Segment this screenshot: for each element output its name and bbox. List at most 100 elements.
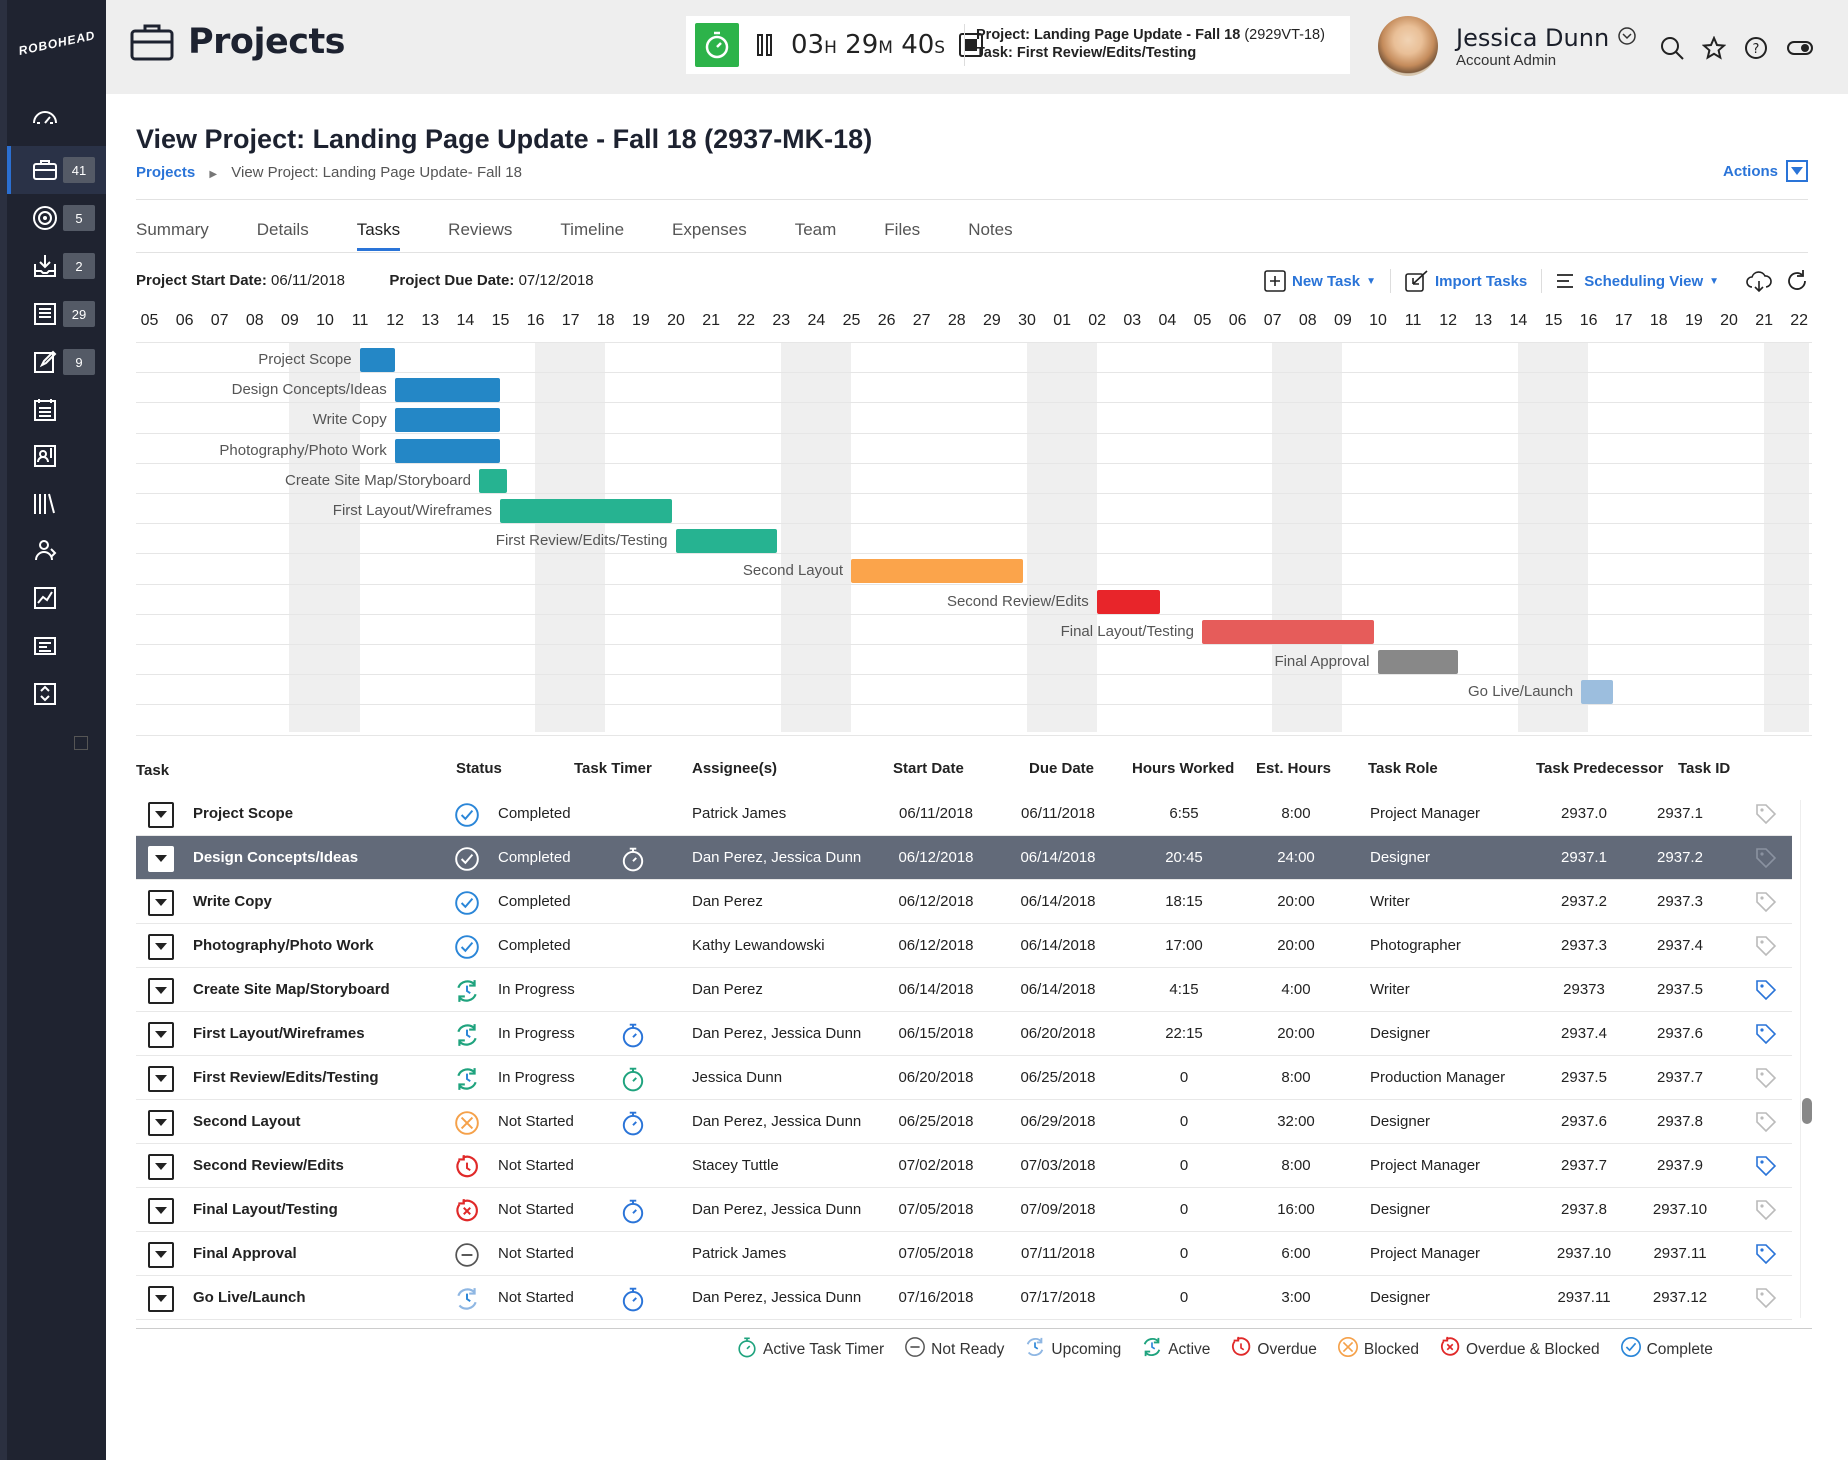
sidebar-item-people[interactable] [7,526,106,574]
row-expand-button[interactable] [148,1022,174,1048]
row-expand-button[interactable] [148,1286,174,1312]
table-row[interactable]: First Review/Edits/Testing In Progress Jes… [136,1056,1792,1100]
tag-icon[interactable] [1754,846,1778,874]
sidebar-item-list-doc[interactable]: 29 [7,290,106,338]
tag-icon[interactable] [1754,978,1778,1006]
row-expand-button[interactable] [148,1066,174,1092]
tab-notes[interactable]: Notes [968,220,1013,239]
row-expand-button[interactable] [148,1198,174,1224]
sidebar-item-contact-card[interactable] [7,432,106,480]
sidebar-item-calendar-list[interactable] [7,386,106,434]
task-timer-icon[interactable] [620,1022,646,1052]
row-expand-button[interactable] [148,846,174,872]
tag-icon[interactable] [1754,1022,1778,1050]
column-header-task[interactable]: Task [136,762,170,779]
row-expand-button[interactable] [148,802,174,828]
sidebar-item-target[interactable]: 5 [7,194,106,242]
gantt-bar[interactable] [394,378,500,403]
gantt-bar[interactable] [1096,589,1160,614]
cloud-download-icon[interactable] [1745,269,1773,293]
timer-start-button[interactable] [695,23,739,67]
gantt-bar[interactable] [1202,619,1374,644]
user-menu[interactable]: Jessica Dunn Account Admin [1378,16,1637,76]
import-tasks-button[interactable]: Import Tasks [1405,270,1527,292]
star-icon[interactable] [1702,36,1726,60]
column-header-pred[interactable]: Task Predecessor [1536,760,1664,777]
help-icon[interactable]: ? [1744,36,1768,60]
gantt-bar[interactable] [1581,680,1613,705]
row-expand-button[interactable] [148,934,174,960]
scheduling-view-dropdown[interactable]: Scheduling View ▼ [1556,272,1719,290]
refresh-icon[interactable] [1785,269,1809,293]
gantt-bar[interactable] [851,559,1023,584]
tag-icon[interactable] [1754,802,1778,830]
sidebar-item-news[interactable] [7,622,106,670]
table-row[interactable]: Go Live/Launch Not Started Dan Perez, Jess… [136,1276,1792,1320]
column-header-timer[interactable]: Task Timer [574,760,652,777]
sidebar-item-briefcase[interactable]: 41 [7,146,106,194]
row-expand-button[interactable] [148,978,174,1004]
tag-icon[interactable] [1754,934,1778,962]
tab-summary[interactable]: Summary [136,220,209,239]
table-row[interactable]: Second Layout Not Started Dan Perez, Jessi… [136,1100,1792,1144]
table-scrollbar[interactable] [1802,1098,1812,1124]
tag-icon[interactable] [1754,1242,1778,1270]
column-header-id[interactable]: Task ID [1678,760,1731,777]
actions-menu[interactable]: Actions [1723,160,1809,182]
gantt-bar[interactable] [500,499,672,523]
pause-icon[interactable] [757,34,773,56]
table-row[interactable]: Design Concepts/Ideas Completed Dan Perez,… [136,836,1792,880]
row-expand-button[interactable] [148,1242,174,1268]
robohead-logo[interactable]: ROBOHEAD [17,28,97,58]
column-header-est[interactable]: Est. Hours [1256,760,1332,777]
table-row[interactable]: First Layout/Wireframes In Progress Dan Pe… [136,1012,1792,1056]
tab-expenses[interactable]: Expenses [672,220,747,239]
gantt-bar[interactable] [394,438,500,463]
table-row[interactable]: Photography/Photo Work Completed Kathy Lew… [136,924,1792,968]
row-expand-button[interactable] [148,890,174,916]
row-expand-button[interactable] [148,1154,174,1180]
table-row[interactable]: Second Review/Edits Not Started Stacey Tut… [136,1144,1792,1188]
tag-icon[interactable] [1754,1198,1778,1226]
table-row[interactable]: Final Approval Not Started Patrick James 07… [136,1232,1792,1276]
table-row[interactable]: Project Scope Completed Patrick James 06/11… [136,792,1792,836]
search-icon[interactable] [1660,36,1684,60]
task-timer-icon[interactable] [620,1066,646,1096]
tag-icon[interactable] [1754,1154,1778,1182]
tab-timeline[interactable]: Timeline [560,220,625,239]
tab-details[interactable]: Details [256,220,309,239]
tab-reviews[interactable]: Reviews [448,220,513,239]
chevron-down-icon[interactable] [1617,26,1637,46]
sidebar-item-library[interactable] [7,480,106,528]
tab-team[interactable]: Team [794,220,837,239]
task-timer-icon[interactable] [620,1110,646,1140]
sidebar-item-inbox-download[interactable]: 2 [7,242,106,290]
tag-icon[interactable] [1754,1286,1778,1314]
column-header-assignees[interactable]: Assignee(s) [692,760,778,777]
table-row[interactable]: Final Layout/Testing Not Started Dan Perez… [136,1188,1792,1232]
column-header-status[interactable]: Status [456,760,502,777]
task-timer-icon[interactable] [620,1286,646,1316]
tab-files[interactable]: Files [884,220,921,239]
table-row[interactable]: Write Copy Completed Dan Perez 06/12/2018 06… [136,880,1792,924]
toggle-icon[interactable] [1786,36,1814,60]
breadcrumb-projects-link[interactable]: Projects [136,164,196,181]
tag-icon[interactable] [1754,1066,1778,1094]
sidebar-item-dashboard[interactable] [7,96,106,144]
table-row[interactable]: Create Site Map/Storyboard In Progress Dan… [136,968,1792,1012]
gantt-bar[interactable] [478,468,508,493]
gantt-bar[interactable] [394,408,500,433]
gantt-bar[interactable] [675,529,778,554]
tab-tasks[interactable]: Tasks [356,220,401,251]
collapse-sidebar-icon[interactable] [74,736,88,750]
task-timer-icon[interactable] [620,1198,646,1228]
stop-icon[interactable] [959,33,984,57]
column-header-role[interactable]: Task Role [1368,760,1438,777]
actions-dropdown-icon[interactable] [1786,160,1809,182]
sidebar-item-chart-line[interactable] [7,574,106,622]
gantt-bar[interactable] [359,348,395,372]
new-task-button[interactable]: New Task ▼ [1264,270,1376,292]
column-header-due[interactable]: Due Date [1029,760,1095,777]
gantt-bar[interactable] [1377,650,1459,674]
sidebar-item-edit-pencil[interactable]: 9 [7,338,106,386]
